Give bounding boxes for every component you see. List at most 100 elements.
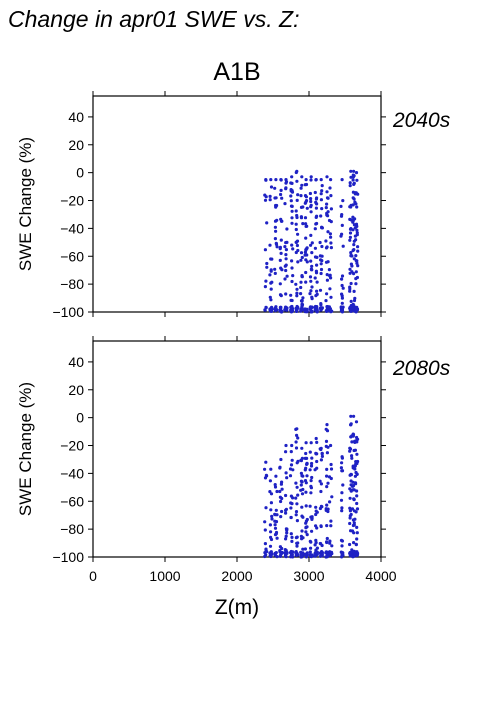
data-point	[320, 189, 324, 193]
data-point	[283, 264, 287, 268]
data-point	[278, 545, 282, 549]
data-point	[340, 283, 344, 288]
data-point	[340, 178, 344, 182]
data-point	[263, 542, 267, 546]
y-tick-label: 0	[76, 165, 84, 181]
data-point	[310, 295, 314, 299]
data-point	[289, 532, 293, 536]
y-tick-label: 20	[68, 382, 84, 398]
data-point	[328, 186, 332, 190]
data-point	[348, 238, 352, 242]
data-point	[304, 530, 308, 534]
data-point	[269, 554, 273, 559]
data-point	[309, 310, 313, 314]
data-point	[288, 474, 293, 478]
data-point	[301, 515, 305, 519]
data-point	[290, 552, 294, 556]
data-point	[318, 479, 322, 483]
data-point	[325, 467, 329, 471]
data-point	[340, 277, 344, 281]
data-point	[295, 287, 299, 291]
data-point	[301, 222, 305, 226]
data-point	[278, 489, 282, 494]
data-point	[310, 529, 314, 533]
data-point	[273, 485, 278, 489]
data-point	[300, 274, 304, 278]
data-point	[279, 251, 283, 255]
data-point	[340, 274, 345, 278]
data-point	[309, 259, 313, 263]
data-point	[326, 481, 330, 485]
data-point	[351, 523, 355, 528]
data-point	[301, 547, 305, 551]
data-point	[355, 452, 359, 456]
data-point	[351, 203, 355, 207]
data-point	[304, 553, 308, 557]
data-point	[264, 460, 268, 464]
data-point	[270, 517, 274, 521]
data-point	[305, 462, 309, 466]
data-point	[351, 248, 355, 253]
data-point	[309, 515, 313, 519]
data-point	[356, 437, 360, 441]
data-point	[355, 275, 359, 280]
data-point	[355, 205, 359, 209]
data-point	[308, 550, 312, 554]
data-point	[348, 217, 352, 221]
data-point	[295, 215, 299, 220]
data-point	[329, 295, 333, 299]
data-point	[349, 262, 353, 266]
data-point	[310, 285, 314, 289]
data-point	[328, 287, 332, 291]
data-point	[309, 441, 313, 445]
data-point	[341, 286, 345, 290]
data-point	[354, 238, 358, 242]
data-point	[310, 264, 314, 268]
data-point	[294, 440, 298, 444]
data-point	[340, 461, 344, 465]
data-point	[284, 471, 288, 475]
data-point	[355, 261, 359, 265]
data-point	[285, 476, 289, 480]
data-point	[314, 178, 318, 182]
data-point	[300, 308, 304, 312]
data-point	[341, 244, 345, 248]
data-point	[349, 414, 353, 418]
data-point	[354, 282, 358, 286]
data-point	[324, 439, 329, 443]
data-point	[273, 526, 278, 530]
data-point	[348, 289, 352, 293]
data-point	[320, 225, 324, 229]
data-point	[300, 537, 304, 541]
data-point	[328, 553, 332, 557]
data-point	[268, 273, 272, 277]
data-point	[325, 485, 329, 489]
data-point	[269, 467, 273, 471]
data-point	[355, 178, 359, 182]
data-point	[354, 462, 358, 466]
data-point	[348, 449, 352, 453]
data-point	[284, 508, 288, 512]
data-point	[319, 214, 323, 218]
data-point	[268, 544, 273, 548]
data-point	[325, 474, 329, 478]
data-point	[355, 531, 359, 535]
data-point	[285, 274, 289, 278]
data-point	[301, 487, 305, 492]
data-point	[304, 200, 308, 204]
data-point	[353, 467, 357, 471]
data-point	[275, 245, 279, 249]
data-point	[351, 178, 355, 182]
data-point	[295, 427, 299, 431]
data-point	[290, 298, 294, 303]
data-point	[304, 451, 308, 456]
data-point	[318, 554, 323, 558]
data-point	[354, 202, 358, 206]
data-point	[305, 456, 309, 460]
data-point	[273, 271, 277, 275]
data-point	[330, 544, 334, 548]
data-point	[269, 551, 273, 555]
data-point	[309, 279, 313, 283]
data-point	[299, 483, 303, 487]
data-point	[329, 178, 333, 182]
